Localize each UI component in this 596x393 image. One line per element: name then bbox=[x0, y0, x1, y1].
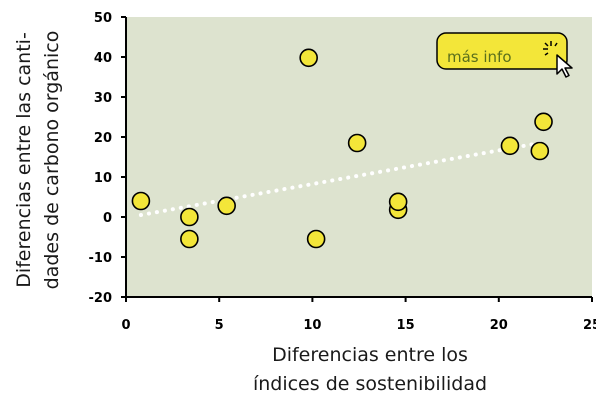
data-point bbox=[388, 192, 408, 212]
data-point bbox=[530, 141, 550, 161]
y-tick-label: 50 bbox=[94, 11, 112, 26]
y-axis-title: Diferencias entre las canti- bbox=[13, 32, 35, 288]
y-tick-label: 20 bbox=[94, 131, 112, 146]
data-point bbox=[180, 229, 199, 249]
y-axis-ticks: -20 -10 0 10 20 30 40 50 bbox=[89, 11, 126, 306]
data-point bbox=[131, 191, 151, 211]
cursor-click-icon bbox=[543, 41, 573, 78]
y-tick-label: 0 bbox=[103, 211, 112, 226]
x-tick-label: 0 bbox=[121, 318, 130, 333]
data-points bbox=[131, 48, 553, 249]
y-tick-label: 40 bbox=[94, 51, 112, 66]
data-point bbox=[347, 133, 367, 153]
more-info-label[interactable]: más info bbox=[447, 48, 512, 66]
x-tick-label: 25 bbox=[583, 318, 596, 333]
more-info-button[interactable]: más info bbox=[436, 32, 573, 78]
x-tick-label: 15 bbox=[397, 318, 415, 333]
x-tick-label: 20 bbox=[490, 318, 508, 333]
y-axis-title-2: dades de carbono orgánico bbox=[41, 31, 63, 290]
data-point bbox=[217, 196, 236, 216]
y-tick-label: 30 bbox=[94, 91, 112, 106]
y-axis-title-line-1: Diferencias entre las canti- bbox=[13, 32, 35, 288]
y-axis-title-line-2: dades de carbono orgánico bbox=[41, 31, 63, 290]
y-tick-label: -20 bbox=[89, 291, 113, 306]
data-point bbox=[306, 229, 326, 249]
x-tick-label: 10 bbox=[303, 318, 321, 333]
data-point bbox=[180, 207, 199, 227]
data-point bbox=[534, 112, 553, 132]
trendline bbox=[138, 141, 542, 217]
x-tick-label: 5 bbox=[215, 318, 224, 333]
data-point bbox=[500, 136, 520, 156]
data-point bbox=[299, 48, 318, 68]
more-info-button-background[interactable] bbox=[436, 32, 568, 70]
x-axis-ticks: 0 5 10 15 20 25 bbox=[121, 297, 596, 333]
y-tick-label: 10 bbox=[94, 171, 112, 186]
x-axis-title-line-1: Diferencias entre los bbox=[272, 344, 468, 366]
x-axis-title-line-2: índices de sostenibilidad bbox=[253, 373, 487, 393]
y-tick-label: -10 bbox=[89, 251, 113, 266]
